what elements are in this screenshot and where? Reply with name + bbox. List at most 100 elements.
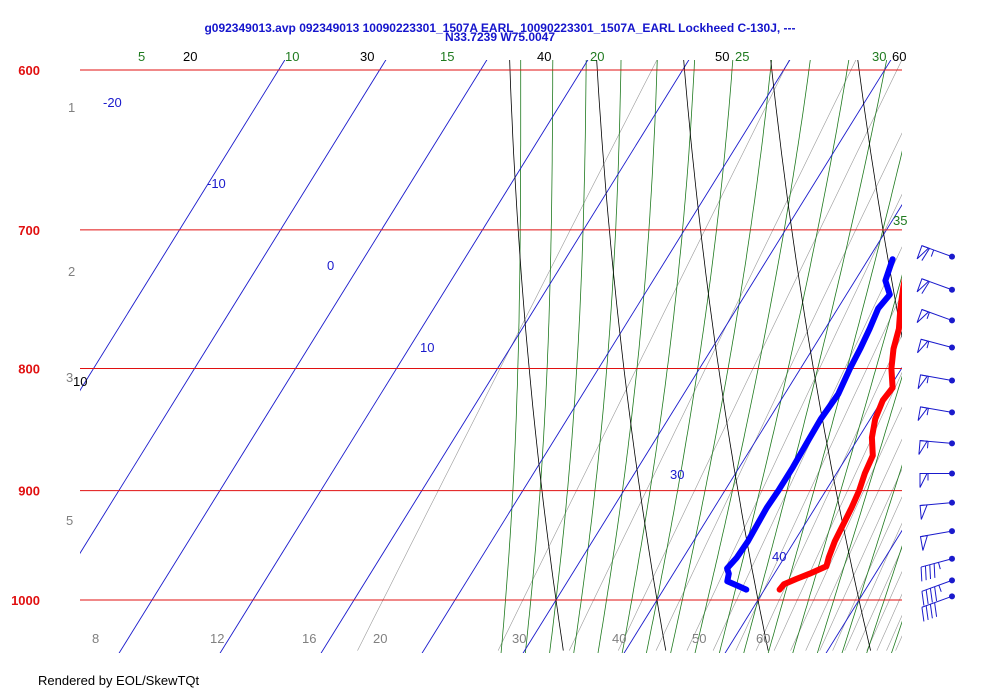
wind-barb [917, 338, 955, 354]
mixing-ratio-line [844, 522, 902, 651]
moist-adiabat-line [500, 60, 522, 653]
moist-adiabat-line [549, 60, 587, 653]
mixing-ratio-line [819, 468, 902, 651]
axis-label: 35 [893, 213, 907, 228]
dewpoint-profile [724, 256, 896, 593]
isotherm-line [623, 203, 902, 653]
axis-label: 50 [715, 49, 729, 64]
wind-barb-half-feather [926, 376, 929, 384]
wind-barb-staff [921, 579, 953, 592]
wind-barb-pennant [918, 440, 928, 455]
axis-label: 30 [360, 49, 374, 64]
axis-label: 30 [670, 467, 684, 482]
wind-barb [918, 440, 955, 455]
footer-credit: Rendered by EOL/SkewTQt [38, 673, 200, 688]
moist-adiabat-line [646, 60, 734, 653]
moist-adiabat-line [792, 274, 902, 653]
mixing-ratio-line [357, 60, 658, 651]
wind-barb-feather [924, 565, 927, 581]
moist-adiabat-line [573, 60, 622, 653]
wind-barb-half-feather [937, 562, 941, 570]
wind-barb-pennant [916, 308, 930, 323]
wind-barb-feather [921, 607, 925, 622]
axis-label: 60 [756, 631, 770, 646]
wind-barb-pennant [916, 245, 930, 260]
mixing-ratio-line [832, 496, 902, 651]
dry-adiabat-line [857, 60, 902, 339]
dry-adiabat-line [770, 60, 871, 651]
axis-label: 5 [138, 49, 145, 64]
axis-label: 16 [302, 631, 316, 646]
moist-adiabat-line [670, 60, 772, 653]
wind-barb-pennant [916, 278, 930, 293]
dry-adiabat-line [509, 60, 564, 651]
wind-barb-pennant [919, 473, 928, 488]
isotherm-line [522, 60, 892, 653]
sounding-profiles [724, 256, 902, 593]
axis-label: 1000 [11, 593, 40, 608]
wind-barb [919, 528, 955, 551]
mixing-ratio-line [568, 60, 857, 651]
wind-barb-half-feather [938, 585, 942, 592]
moist-adiabat-line [597, 60, 658, 653]
moist-adiabat-line [866, 545, 902, 653]
wind-barb [916, 278, 955, 294]
wind-barb [921, 577, 955, 606]
wind-barb [916, 245, 955, 261]
moist-adiabats [500, 60, 902, 653]
axis-label: 30 [512, 631, 526, 646]
axis-labels: 600 700 800 900 1000 -20 -10 0 10 30 40 20 30 40 50 60 1… [11, 49, 907, 646]
moist-adiabat-line [718, 60, 850, 653]
wind-barb-feather [920, 567, 923, 582]
isotherm-line [421, 60, 791, 653]
isotherm-line [118, 60, 488, 653]
axis-label: 15 [440, 49, 454, 64]
pressure-lines [80, 69, 902, 601]
wind-barb [920, 555, 955, 582]
axis-label: 40 [537, 49, 551, 64]
mixing-ratio-line [617, 60, 902, 651]
mixing-ratio-line [755, 334, 902, 651]
isotherm-line [80, 60, 387, 555]
wind-barb [921, 593, 955, 622]
axis-label: 3 [66, 370, 73, 385]
axis-label: 8 [92, 631, 99, 646]
wind-barb-half-feather [930, 249, 935, 257]
axis-label: 60 [892, 49, 906, 64]
isotherm-line [320, 60, 690, 653]
wind-barb-feather [934, 586, 938, 601]
wind-barb-feather [933, 563, 936, 578]
axis-label: 50 [692, 631, 706, 646]
chart-location: N33.7239 W75.0047 [445, 30, 555, 44]
mixing-ratio-line [855, 547, 902, 651]
wind-barb-pennant [917, 374, 929, 389]
wind-barb [916, 308, 955, 324]
moist-adiabat-line [841, 464, 902, 653]
axis-label: 800 [18, 361, 40, 376]
axis-label: 40 [612, 631, 626, 646]
axis-label: -20 [103, 95, 122, 110]
wind-barb [917, 406, 955, 421]
mixing-ratio-line [773, 371, 902, 651]
axis-label: 1 [68, 100, 75, 115]
isotherm-line [724, 366, 902, 653]
axis-label: 20 [183, 49, 197, 64]
wind-barbs [916, 245, 955, 622]
dry-adiabat-line [683, 60, 769, 651]
isotherm-line [80, 60, 286, 392]
wind-barb-feather [934, 602, 938, 617]
axis-label: 30 [872, 49, 886, 64]
axis-label: 20 [590, 49, 604, 64]
wind-barb-pennant [919, 504, 928, 520]
dry-adiabat-line [596, 60, 667, 651]
mixing-ratio-line [712, 246, 902, 651]
wind-barb [919, 470, 955, 488]
axis-label: 0 [327, 258, 334, 273]
wind-barb-feather [921, 591, 925, 606]
axis-label: 600 [18, 63, 40, 78]
mixing-ratio-line [735, 292, 902, 651]
moist-adiabat-line [743, 60, 888, 653]
wind-barb-half-feather [926, 441, 929, 449]
wind-barb-staff [920, 558, 953, 568]
